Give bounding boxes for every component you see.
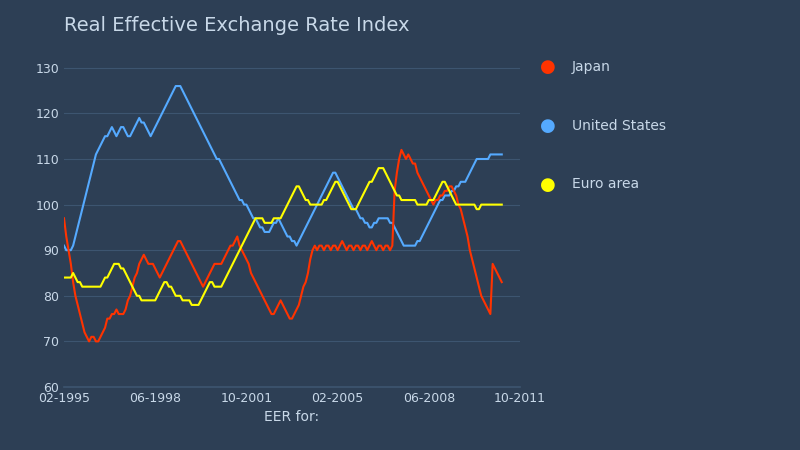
Euro area <box>392 193 402 198</box>
United States <box>62 248 71 253</box>
Euro area <box>333 179 342 184</box>
Euro area <box>162 279 171 285</box>
Text: ●: ● <box>540 117 556 135</box>
X-axis label: EER for:: EER for: <box>265 410 319 424</box>
Japan <box>221 252 230 257</box>
United States <box>390 225 399 230</box>
United States <box>171 83 181 89</box>
Text: Real Effective Exchange Rate Index: Real Effective Exchange Rate Index <box>64 16 410 35</box>
United States <box>239 202 249 207</box>
Text: United States: United States <box>572 119 666 133</box>
Japan <box>333 248 342 253</box>
Japan <box>397 147 406 153</box>
Japan <box>59 216 69 221</box>
Text: ●: ● <box>540 176 556 194</box>
United States <box>164 97 174 103</box>
Japan <box>387 243 397 248</box>
Japan <box>390 188 399 194</box>
United States <box>223 175 233 180</box>
Text: ●: ● <box>540 58 556 76</box>
Japan <box>237 248 246 253</box>
Euro area <box>374 166 383 171</box>
Text: Euro area: Euro area <box>572 177 639 192</box>
Text: Japan: Japan <box>572 60 611 75</box>
Euro area <box>221 275 230 280</box>
Japan <box>164 256 174 262</box>
Euro area <box>390 188 399 194</box>
Japan <box>497 279 506 285</box>
United States <box>497 152 506 157</box>
United States <box>392 229 402 234</box>
United States <box>59 243 69 248</box>
Line: Euro area: Euro area <box>64 168 502 305</box>
Euro area <box>237 243 246 248</box>
United States <box>335 179 345 184</box>
Euro area <box>187 302 197 308</box>
Line: Japan: Japan <box>64 150 502 342</box>
Euro area <box>59 275 69 280</box>
Japan <box>84 339 94 344</box>
Euro area <box>497 202 506 207</box>
Line: United States: United States <box>64 86 502 250</box>
